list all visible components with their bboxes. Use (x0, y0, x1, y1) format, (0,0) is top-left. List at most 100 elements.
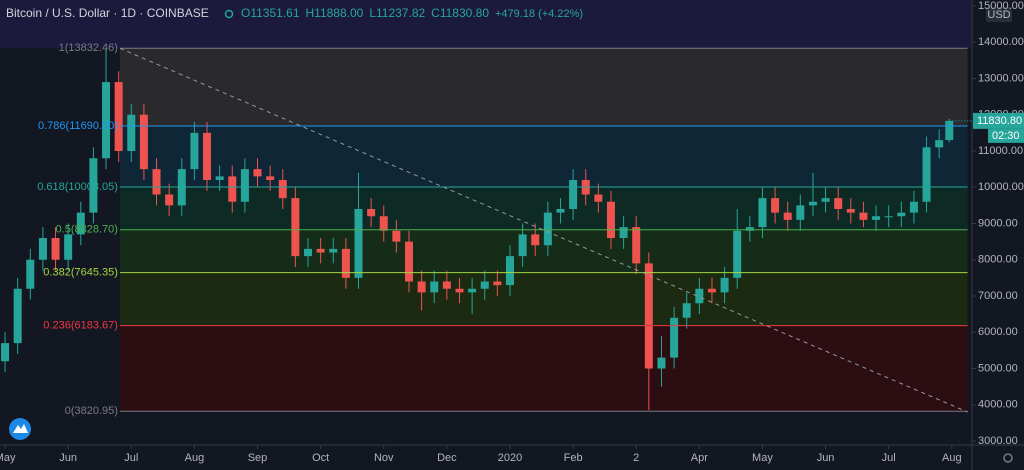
fib-band (119, 325, 968, 412)
last-price-box (973, 112, 1024, 129)
candle-body (190, 132, 199, 170)
price-change: +479.18 (+4.22%) (495, 8, 583, 20)
candle-body (859, 212, 868, 220)
candle-body (771, 198, 780, 213)
trend-line (119, 47, 968, 413)
candle-body (430, 281, 439, 293)
candle-body (594, 194, 603, 202)
candle-body (64, 234, 73, 260)
ohlc-value: O11351.61 (241, 6, 300, 20)
fib-label: 0.618(10008.05) (37, 181, 118, 193)
candle-body (884, 216, 893, 218)
candle-body (922, 147, 931, 202)
candle-body (569, 179, 578, 209)
candle-body (51, 237, 60, 260)
ohlc-value: C11830.80 (431, 6, 489, 20)
candle-body (139, 114, 148, 170)
x-tick-label: Apr (691, 452, 708, 464)
status-dot (224, 9, 234, 19)
x-tick-label: Nov (374, 452, 394, 464)
y-tick-label: 14000.00 (978, 36, 1024, 48)
x-tick-label: Jul (882, 452, 896, 464)
candle-body (253, 169, 262, 177)
candle-body (203, 132, 212, 180)
candle-body (367, 208, 376, 217)
candle-body (897, 212, 906, 217)
candle-body (834, 198, 843, 209)
last-price-label: 11830.80 (977, 115, 1022, 127)
candle-body (821, 198, 830, 202)
x-tick-label: Jul (124, 452, 138, 464)
candle-body (38, 237, 47, 260)
candle-body (619, 227, 628, 238)
candle-body (945, 120, 954, 141)
x-tick-label: May (752, 452, 773, 464)
y-tick-label: 8000.00 (978, 254, 1018, 266)
x-tick-label: Aug (942, 452, 962, 464)
candle-body (114, 82, 123, 151)
candle-body (127, 114, 136, 151)
x-tick-label: 2020 (498, 452, 522, 464)
x-tick-label: Feb (564, 452, 583, 464)
fib-label: 1(13832.46) (59, 42, 118, 54)
fib-band (119, 186, 968, 230)
candle-body (493, 281, 502, 286)
logo-mark (13, 424, 28, 433)
candle-body (556, 208, 565, 213)
candle-body (720, 277, 729, 293)
candle-body (909, 201, 918, 213)
candle-body (632, 227, 641, 264)
candle-body (442, 281, 451, 289)
x-tick-label: Dec (437, 452, 457, 464)
ohlc-value: H11888.00 (306, 6, 364, 20)
y-tick-label: 9000.00 (978, 217, 1018, 229)
candle-body (606, 201, 615, 238)
candle-body (13, 288, 22, 344)
currency-box[interactable] (986, 7, 1012, 22)
y-tick-label: 13000.00 (978, 72, 1024, 84)
candle-body (417, 281, 426, 293)
candle-body (531, 234, 540, 246)
candle-body (644, 263, 653, 369)
y-tick-label: 7000.00 (978, 290, 1018, 302)
candle-body (329, 248, 338, 253)
candle-body (266, 176, 275, 180)
candle-body (316, 248, 325, 253)
x-tick-label: Jun (817, 452, 835, 464)
top-zone (0, 0, 972, 48)
candle-body (707, 288, 716, 293)
candle-body (304, 248, 313, 257)
candle-body (505, 256, 514, 286)
candle-body (76, 212, 85, 235)
fib-band (119, 229, 968, 273)
candle-body (745, 227, 754, 231)
candle-body (758, 198, 767, 228)
header: Bitcoin / U.S. Dollar · 1D · COINBASE O1… (6, 6, 583, 20)
x-tick-label: 2 (633, 452, 639, 464)
candle-body (392, 230, 401, 242)
y-tick-label: 11000.00 (978, 145, 1023, 157)
fib-label: 0.236(6183.67) (43, 320, 118, 332)
fib-band (119, 272, 968, 326)
candle-body (341, 248, 350, 278)
settings-icon[interactable] (1003, 453, 1013, 463)
fib-band (119, 125, 968, 187)
candle-body (872, 216, 881, 220)
candle-body (670, 317, 679, 358)
candle-body (808, 201, 817, 206)
y-tick-label: 4000.00 (978, 399, 1018, 411)
candle-body (695, 288, 704, 304)
candle-body (846, 208, 855, 213)
y-tick-label: 15000.00 (978, 0, 1024, 12)
x-tick-label: Sep (248, 452, 268, 464)
candle-body (480, 281, 489, 289)
fib-label: 0(3820.95) (65, 405, 118, 417)
fib-band (119, 48, 968, 126)
x-tick-label: Aug (185, 452, 205, 464)
candle-body (228, 176, 237, 202)
y-tick-label: 5000.00 (978, 362, 1018, 374)
candle-body (379, 216, 388, 231)
logo[interactable] (9, 418, 31, 440)
x-tick-label: Oct (312, 452, 329, 464)
y-tick-label: 6000.00 (978, 326, 1018, 338)
